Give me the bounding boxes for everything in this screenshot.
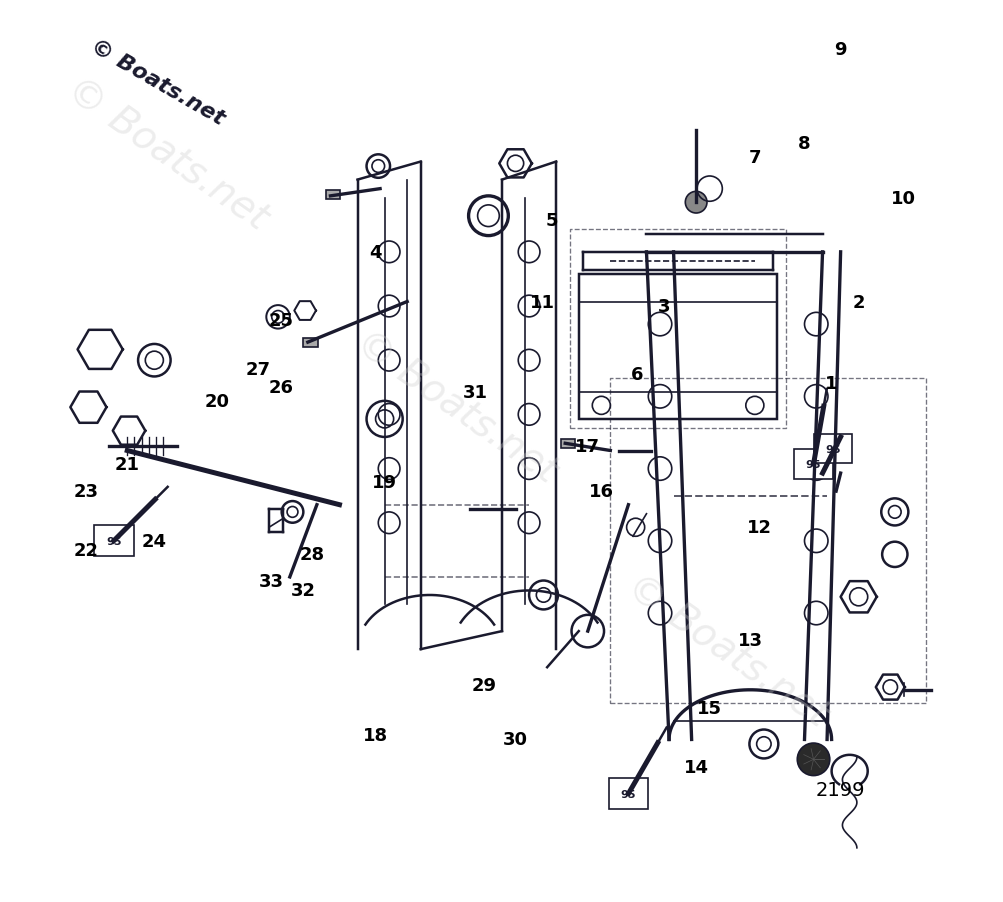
Text: 95: 95 — [824, 444, 841, 455]
Circle shape — [685, 192, 706, 214]
Text: 13: 13 — [737, 631, 762, 649]
Text: 10: 10 — [891, 189, 916, 207]
Text: 8: 8 — [797, 135, 810, 153]
Text: 32: 32 — [291, 582, 316, 600]
Text: 2199: 2199 — [815, 779, 865, 799]
Text: 6: 6 — [631, 365, 643, 383]
Text: 25: 25 — [268, 311, 293, 329]
Text: 22: 22 — [74, 541, 99, 559]
Text: 15: 15 — [696, 699, 721, 717]
Text: 20: 20 — [205, 392, 230, 410]
Text: 95: 95 — [805, 459, 820, 470]
Text: 12: 12 — [746, 519, 771, 537]
Text: 21: 21 — [114, 456, 139, 474]
Text: 28: 28 — [300, 546, 325, 564]
Text: © Boats.net: © Boats.net — [86, 36, 228, 129]
Text: 95: 95 — [106, 536, 121, 547]
Text: 2: 2 — [852, 293, 864, 311]
Text: 5: 5 — [545, 212, 558, 230]
FancyBboxPatch shape — [326, 191, 340, 200]
Text: 27: 27 — [246, 361, 271, 379]
Text: 18: 18 — [363, 726, 388, 744]
Text: 9: 9 — [833, 41, 847, 59]
FancyBboxPatch shape — [93, 526, 133, 557]
FancyBboxPatch shape — [608, 778, 648, 809]
Text: 16: 16 — [588, 483, 613, 501]
Text: 4: 4 — [369, 244, 381, 262]
Text: 3: 3 — [658, 298, 670, 316]
Circle shape — [796, 743, 828, 776]
Text: © Boats.net: © Boats.net — [348, 322, 565, 490]
FancyBboxPatch shape — [303, 338, 318, 347]
Text: 1: 1 — [824, 374, 838, 392]
Text: 7: 7 — [748, 149, 760, 167]
Text: 33: 33 — [259, 573, 284, 591]
Text: 19: 19 — [372, 474, 397, 492]
Text: © Boats.net: © Boats.net — [60, 69, 276, 237]
Text: 29: 29 — [471, 676, 495, 695]
Text: 11: 11 — [530, 293, 555, 311]
Text: 23: 23 — [74, 483, 99, 501]
FancyBboxPatch shape — [813, 435, 852, 464]
Text: 30: 30 — [503, 731, 528, 749]
Text: © Boats.net: © Boats.net — [619, 566, 834, 733]
Text: 14: 14 — [683, 758, 708, 776]
Text: 26: 26 — [268, 379, 293, 397]
Text: 24: 24 — [141, 532, 166, 550]
Text: 95: 95 — [620, 788, 636, 799]
FancyBboxPatch shape — [793, 449, 832, 480]
Text: 31: 31 — [462, 383, 486, 401]
FancyBboxPatch shape — [560, 439, 575, 448]
Text: 17: 17 — [575, 437, 600, 456]
